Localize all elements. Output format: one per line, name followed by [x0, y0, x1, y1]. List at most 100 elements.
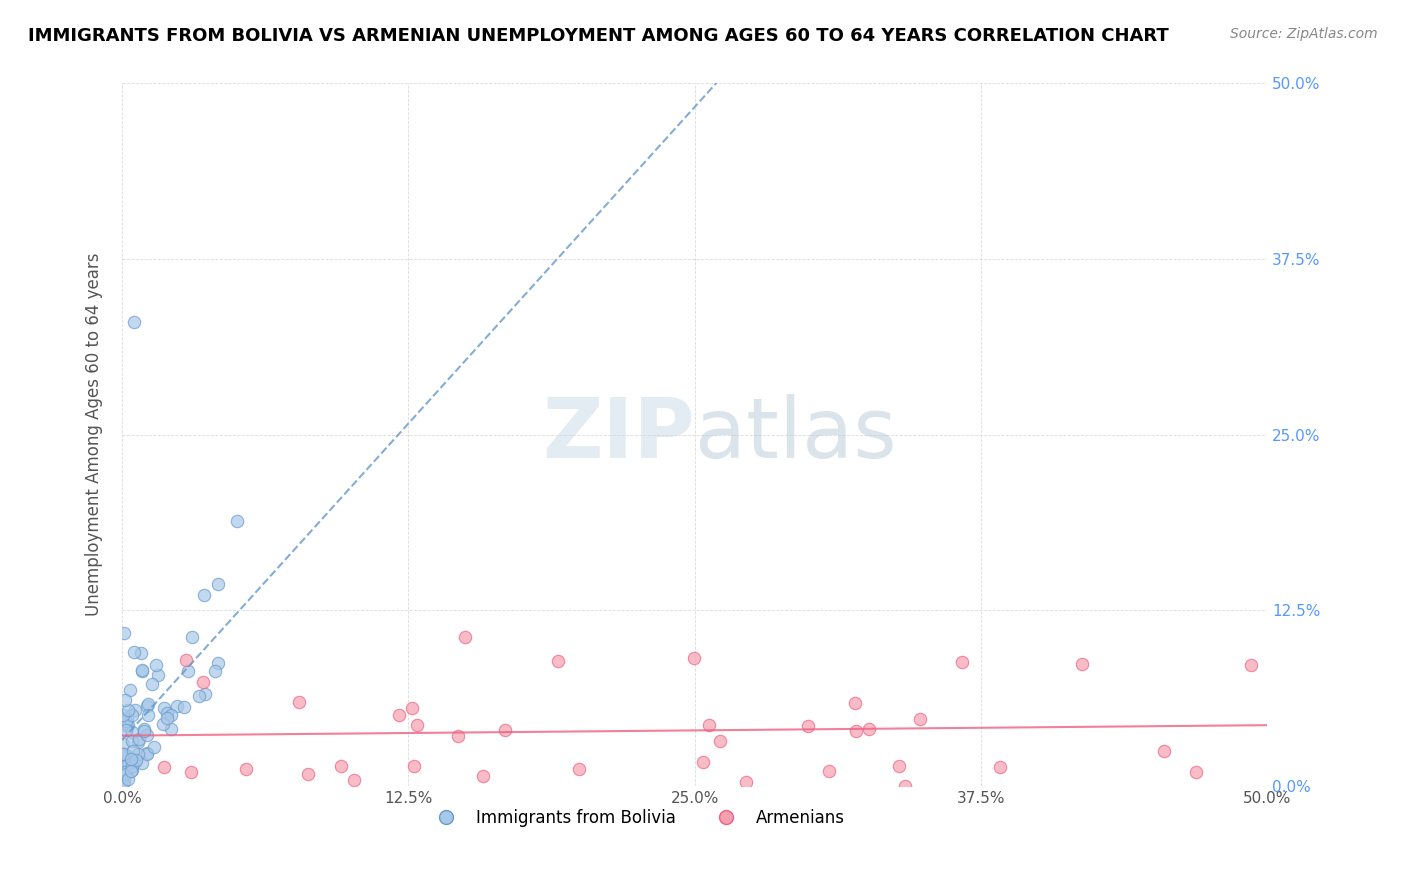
Point — [194, 687, 217, 701]
Point — [120, 752, 142, 766]
Point — [112, 747, 135, 761]
Point — [148, 667, 170, 681]
Point — [207, 577, 229, 591]
Point — [152, 717, 174, 731]
Point — [235, 762, 257, 776]
Point — [683, 651, 706, 665]
Point — [127, 747, 149, 761]
Point — [568, 762, 591, 776]
Point — [117, 756, 139, 771]
Point — [1240, 658, 1263, 673]
Point — [114, 693, 136, 707]
Point — [124, 703, 146, 717]
Point — [845, 723, 868, 738]
Point — [988, 759, 1011, 773]
Point — [388, 707, 411, 722]
Point — [181, 630, 204, 644]
Text: atlas: atlas — [695, 394, 897, 475]
Point — [709, 734, 731, 748]
Point — [204, 665, 226, 679]
Point — [117, 703, 139, 717]
Point — [121, 744, 143, 758]
Point — [124, 755, 146, 769]
Point — [120, 764, 142, 778]
Point — [115, 757, 138, 772]
Point — [111, 708, 134, 723]
Point — [193, 588, 215, 602]
Point — [153, 701, 176, 715]
Y-axis label: Unemployment Among Ages 60 to 64 years: Unemployment Among Ages 60 to 64 years — [86, 252, 103, 616]
Point — [889, 759, 911, 773]
Point — [117, 748, 139, 763]
Point — [547, 654, 569, 668]
Point — [207, 656, 229, 670]
Point — [117, 717, 139, 731]
Point — [735, 774, 758, 789]
Point — [818, 764, 841, 779]
Point — [159, 707, 181, 722]
Point — [343, 772, 366, 787]
Point — [402, 758, 425, 772]
Point — [494, 723, 516, 738]
Point — [910, 713, 932, 727]
Point — [180, 764, 202, 779]
Point — [112, 747, 135, 762]
Point — [1153, 744, 1175, 758]
Point — [112, 626, 135, 640]
Point — [136, 698, 159, 712]
Point — [115, 723, 138, 737]
Point — [136, 707, 159, 722]
Point — [225, 514, 247, 528]
Point — [844, 696, 866, 710]
Point — [145, 657, 167, 672]
Point — [142, 740, 165, 755]
Point — [177, 664, 200, 678]
Point — [166, 699, 188, 714]
Point — [471, 768, 494, 782]
Point — [155, 710, 177, 724]
Point — [950, 656, 973, 670]
Point — [112, 776, 135, 790]
Point — [128, 731, 150, 746]
Point — [131, 756, 153, 770]
Point — [136, 728, 159, 742]
Point — [176, 652, 198, 666]
Point — [111, 737, 134, 751]
Point — [191, 675, 214, 690]
Point — [160, 722, 183, 736]
Point — [121, 763, 143, 777]
Point — [697, 718, 720, 732]
Point — [136, 746, 159, 760]
Point — [131, 665, 153, 679]
Point — [124, 753, 146, 767]
Point — [122, 315, 145, 329]
Point — [132, 722, 155, 736]
Point — [121, 725, 143, 739]
Point — [114, 767, 136, 781]
Point — [131, 663, 153, 677]
Point — [405, 718, 427, 732]
Point — [135, 747, 157, 761]
Point — [894, 779, 917, 793]
Point — [297, 767, 319, 781]
Point — [1071, 657, 1094, 671]
Point — [129, 646, 152, 660]
Point — [121, 733, 143, 747]
Point — [115, 711, 138, 725]
Point — [132, 724, 155, 739]
Point — [152, 760, 174, 774]
Text: IMMIGRANTS FROM BOLIVIA VS ARMENIAN UNEMPLOYMENT AMONG AGES 60 TO 64 YEARS CORRE: IMMIGRANTS FROM BOLIVIA VS ARMENIAN UNEM… — [28, 27, 1168, 45]
Point — [117, 772, 139, 786]
Point — [188, 689, 211, 703]
Point — [858, 723, 880, 737]
Point — [121, 758, 143, 772]
Point — [288, 695, 311, 709]
Point — [117, 756, 139, 770]
Point — [156, 706, 179, 721]
Legend: Immigrants from Bolivia, Armenians: Immigrants from Bolivia, Armenians — [423, 802, 852, 834]
Point — [692, 756, 714, 770]
Point — [453, 630, 475, 644]
Point — [112, 773, 135, 788]
Text: ZIP: ZIP — [543, 394, 695, 475]
Point — [1185, 764, 1208, 779]
